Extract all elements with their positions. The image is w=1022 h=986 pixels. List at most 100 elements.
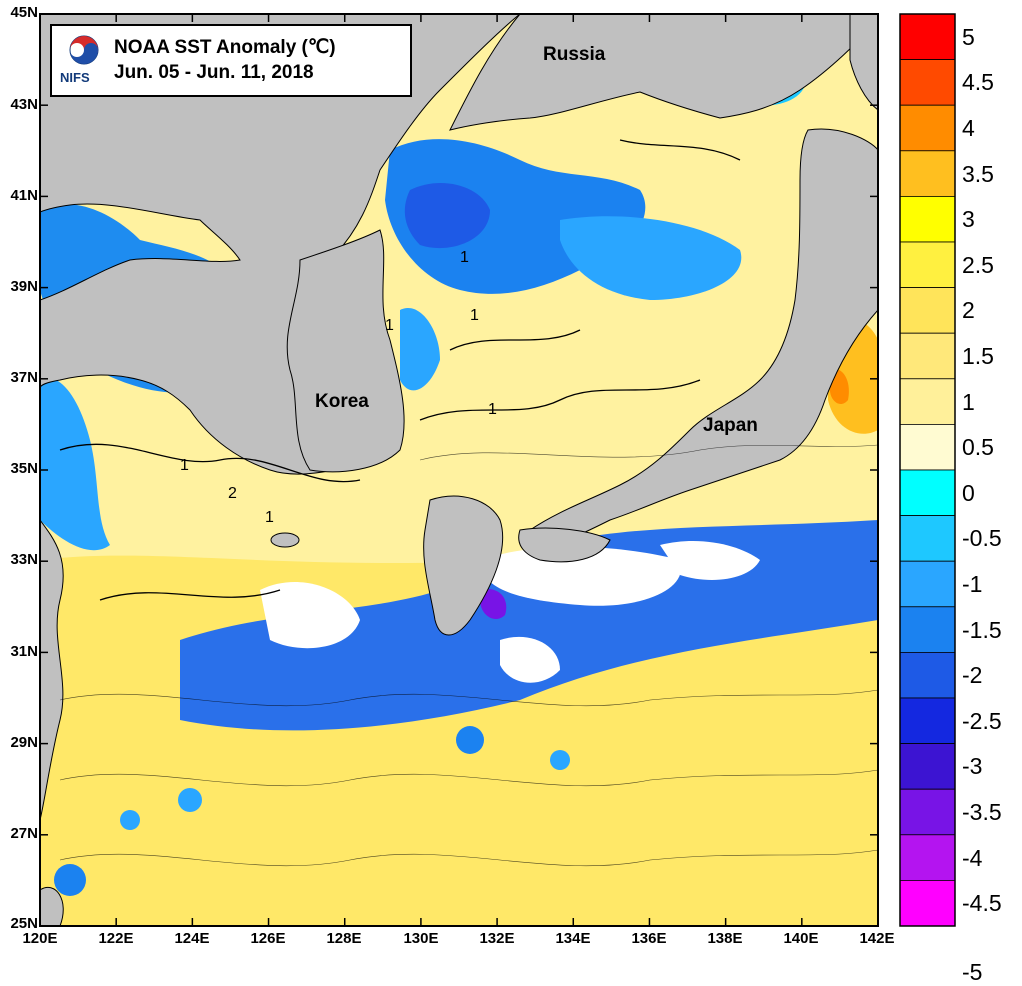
cool-anomaly-west bbox=[40, 378, 110, 551]
colorbar-label: 0 bbox=[962, 479, 975, 506]
land-asia-mainland bbox=[40, 14, 521, 475]
colorbar-label: -4.5 bbox=[962, 890, 1002, 917]
colorbar-swatch bbox=[899, 697, 956, 744]
logo-text: NIFS bbox=[60, 70, 90, 85]
lat-label: 39N bbox=[10, 278, 38, 295]
colorbar-swatch bbox=[899, 423, 956, 471]
map-canvas: 1 1 1 1 2 1 1 bbox=[39, 13, 956, 927]
lat-label: 27N bbox=[10, 825, 38, 842]
lon-tick-marks bbox=[39, 14, 879, 926]
land-china-coast bbox=[40, 519, 64, 821]
no-data-patch-4 bbox=[500, 636, 560, 683]
map-date-range: Jun. 05 - Jun. 11, 2018 bbox=[114, 62, 314, 83]
colorbar-swatch bbox=[899, 743, 956, 790]
colorbar-swatch bbox=[899, 606, 956, 653]
colorbar-label: 4 bbox=[962, 115, 975, 141]
cool-spot bbox=[178, 788, 202, 812]
land-korea bbox=[286, 229, 405, 473]
colorbar-swatch bbox=[899, 652, 956, 699]
colorbar-label: -3.5 bbox=[962, 799, 1002, 825]
lon-label: 122E bbox=[98, 930, 134, 947]
no-data-patch-1 bbox=[260, 581, 360, 649]
no-data-patch-2 bbox=[480, 546, 682, 606]
lon-label: 130E bbox=[403, 930, 439, 947]
colorbar-swatch bbox=[899, 150, 956, 197]
colorbar-swatch bbox=[899, 104, 956, 152]
place-label-japan: Japan bbox=[703, 415, 758, 436]
colorbar-swatch bbox=[899, 195, 956, 243]
sst-anomaly-map: 1 1 1 1 2 1 1 45N 43N 41N 39N 37N 35N 33… bbox=[10, 4, 1002, 985]
contour-label: 1 bbox=[385, 317, 394, 334]
colorbar-label: -2 bbox=[962, 662, 983, 689]
colorbar-label: 2 bbox=[962, 297, 975, 324]
colorbar-label: -1 bbox=[962, 571, 983, 597]
lat-label: 37N bbox=[10, 369, 38, 386]
cool-spot bbox=[456, 726, 484, 754]
cool-anomaly-korea-coast bbox=[400, 308, 440, 391]
contour-label: 2 bbox=[228, 485, 237, 502]
colorbar-label: -4 bbox=[962, 844, 983, 871]
colorbar-swatch bbox=[899, 834, 956, 881]
lat-label: 25N bbox=[10, 915, 38, 932]
place-label-russia: Russia bbox=[543, 44, 606, 65]
colorbar-swatch bbox=[899, 332, 956, 380]
colorbar-swatch bbox=[899, 469, 956, 516]
lat-label: 41N bbox=[10, 187, 38, 204]
cool-anomaly-central-east-sea bbox=[560, 216, 742, 300]
colorbar-swatch bbox=[899, 378, 956, 425]
colorbar-label: 1.5 bbox=[962, 343, 994, 369]
lon-label: 120E bbox=[22, 930, 58, 947]
lon-label: 142E bbox=[859, 930, 895, 947]
colorbar-label: 3.5 bbox=[962, 160, 994, 187]
colorbar-swatch bbox=[899, 59, 956, 106]
colorbar-label: 3 bbox=[962, 206, 975, 233]
map-title: NOAA SST Anomaly (℃) bbox=[114, 37, 336, 58]
colorbar-label: -0.5 bbox=[962, 525, 1002, 552]
colorbar-swatch bbox=[899, 560, 956, 608]
colorbar-label: 4.5 bbox=[962, 69, 994, 96]
lat-tick-marks bbox=[40, 13, 878, 927]
colorbar-swatch bbox=[899, 788, 956, 836]
colorbar-swatch bbox=[899, 515, 956, 562]
nifs-logo-icon bbox=[69, 35, 99, 65]
colorbar-label: -5 bbox=[962, 958, 983, 985]
lon-label: 138E bbox=[707, 930, 743, 947]
colorbar-swatch bbox=[899, 13, 956, 60]
cool-spot bbox=[120, 810, 140, 830]
contour-label: 1 bbox=[265, 509, 274, 526]
land-jeju bbox=[270, 532, 300, 548]
lon-label: 136E bbox=[631, 930, 667, 947]
land-japan-kyushu bbox=[423, 495, 504, 636]
lon-label: 124E bbox=[174, 930, 210, 947]
no-data-patch-3 bbox=[660, 540, 760, 580]
contour-label: 1 bbox=[488, 401, 497, 418]
contour-label: 1 bbox=[180, 457, 189, 474]
colorbar bbox=[899, 13, 956, 927]
lat-label: 29N bbox=[10, 734, 38, 751]
lon-label: 134E bbox=[555, 930, 591, 947]
land-japan-shikoku bbox=[518, 527, 611, 563]
colorbar-swatch bbox=[899, 287, 956, 334]
lat-label: 43N bbox=[10, 96, 38, 113]
colorbar-label: 5 bbox=[962, 23, 975, 50]
contour-label: 1 bbox=[470, 307, 479, 324]
contour-lines bbox=[59, 139, 741, 601]
cold-core-east-sea bbox=[404, 182, 490, 249]
colorbar-label: 2.5 bbox=[962, 251, 994, 278]
land-russia bbox=[449, 14, 878, 131]
lon-label: 132E bbox=[479, 930, 515, 947]
colorbar-swatch bbox=[899, 241, 956, 288]
colorbar-swatch bbox=[899, 880, 956, 927]
lat-label: 35N bbox=[10, 460, 38, 477]
colorbar-label: -2.5 bbox=[962, 707, 1002, 734]
lat-label: 33N bbox=[10, 551, 38, 568]
colorbar-label: 1 bbox=[962, 388, 975, 415]
colorbar-label: -1.5 bbox=[962, 616, 1002, 643]
legend-title-box: NIFS NOAA SST Anomaly (℃) Jun. 05 - Jun.… bbox=[50, 24, 412, 97]
colorbar-label: 0.5 bbox=[962, 434, 994, 461]
very-cold-patch bbox=[480, 589, 507, 620]
lat-label: 31N bbox=[10, 643, 38, 660]
colorbar-label: -3 bbox=[962, 753, 983, 780]
place-label-korea: Korea bbox=[315, 391, 369, 412]
minor-contours bbox=[59, 444, 878, 867]
